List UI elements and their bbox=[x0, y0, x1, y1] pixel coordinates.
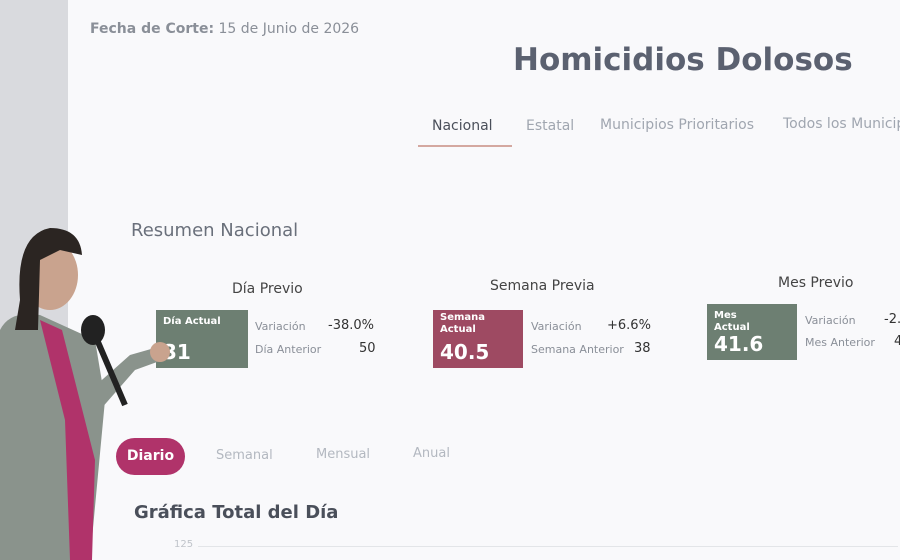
arm bbox=[85, 345, 168, 410]
period-tab[interactable]: Semanal bbox=[216, 448, 273, 463]
current-value: 40.5 bbox=[440, 340, 490, 364]
variation-value: +6.6% bbox=[607, 318, 651, 333]
hand bbox=[150, 342, 170, 362]
variation-label: Variación bbox=[805, 314, 856, 327]
previous-value: 38 bbox=[634, 341, 651, 356]
tab[interactable]: Municipios Prioritarios bbox=[600, 117, 755, 133]
microphone-head bbox=[81, 315, 105, 345]
variation-label: Variación bbox=[255, 320, 306, 333]
card-heading: Mes Previo bbox=[778, 275, 854, 291]
tab[interactable]: Estatal bbox=[526, 118, 575, 134]
title: Homicidios Dolosos bbox=[513, 42, 853, 78]
previous-label: Día Anterior bbox=[255, 343, 322, 356]
current-card: Día Actual 31 bbox=[156, 310, 248, 368]
tab[interactable]: Todos los Municipios bbox=[783, 116, 900, 132]
current-label: Día Actual bbox=[163, 316, 221, 327]
tab-underline bbox=[418, 145, 512, 147]
hair bbox=[15, 228, 82, 330]
previous-value: 4 bbox=[894, 334, 900, 349]
current-value: 41.6 bbox=[714, 332, 764, 356]
grid-line bbox=[198, 546, 898, 547]
date-value: 15 de Junio de 2026 bbox=[218, 21, 360, 37]
current-label: Mes Actual bbox=[714, 310, 750, 333]
current-card: Mes Actual 41.6 bbox=[707, 304, 797, 360]
variation-value: -2. bbox=[884, 312, 900, 327]
period-tab[interactable]: Anual bbox=[413, 446, 450, 461]
card-heading: Día Previo bbox=[232, 281, 303, 297]
variation-value: -38.0% bbox=[328, 318, 374, 333]
current-card: Semana Actual 40.5 bbox=[433, 310, 523, 368]
card-heading: Semana Previa bbox=[490, 278, 595, 294]
period-tab[interactable]: Mensual bbox=[316, 447, 371, 462]
period-tab[interactable]: Diario bbox=[116, 438, 185, 475]
current-label: Semana Actual bbox=[440, 312, 486, 335]
previous-value: 50 bbox=[359, 341, 376, 356]
section-title: Resumen Nacional bbox=[131, 220, 299, 241]
microphone bbox=[92, 333, 128, 407]
scarf bbox=[40, 320, 95, 560]
date-row: Fecha de Corte: 15 de Junio de 2026 bbox=[90, 21, 359, 37]
axis-label: 125 bbox=[174, 539, 194, 550]
tab[interactable]: Nacional bbox=[432, 118, 493, 134]
chart-title: Gráfica Total del Día bbox=[134, 502, 339, 523]
date-label: Fecha de Corte: bbox=[90, 21, 215, 37]
previous-label: Mes Anterior bbox=[805, 336, 875, 349]
variation-label: Variación bbox=[531, 320, 582, 333]
dashboard: Fecha de Corte: 15 de Junio de 2026 Homi… bbox=[68, 0, 900, 560]
presenter bbox=[0, 228, 170, 560]
previous-label: Semana Anterior bbox=[531, 343, 624, 356]
